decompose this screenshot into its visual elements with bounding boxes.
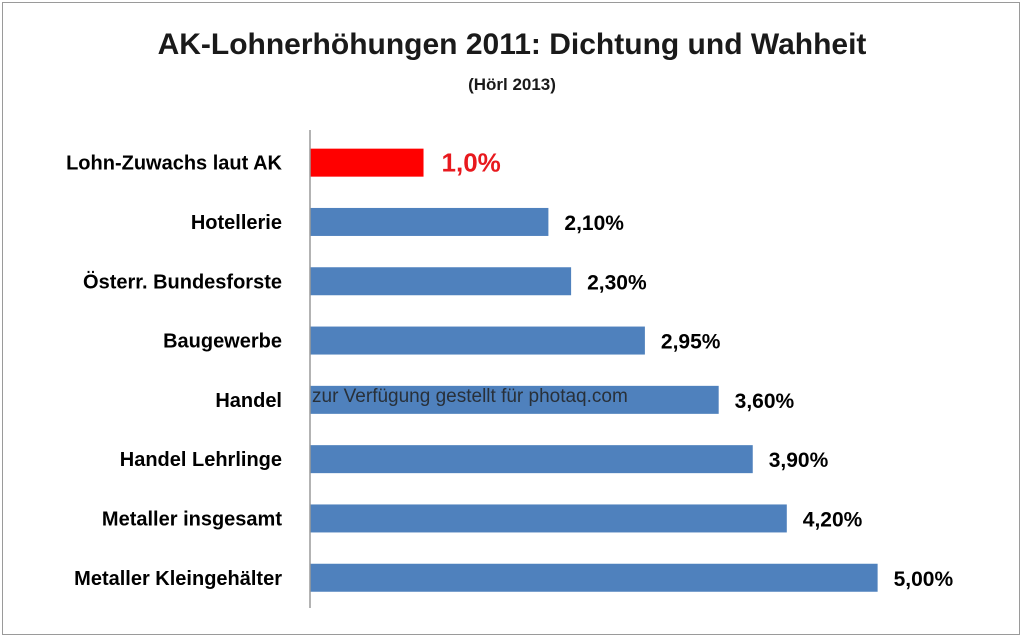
bar-1 — [310, 207, 549, 236]
value-label-7: 5,00% — [894, 568, 954, 591]
bar-0 — [310, 148, 424, 177]
category-label-0: Lohn-Zuwachs laut AK — [66, 153, 282, 175]
category-label-7: Metaller Kleingehälter — [74, 568, 282, 590]
chart-subtitle: (Hörl 2013) — [468, 75, 556, 94]
category-label-6: Metaller insgesamt — [102, 508, 282, 530]
bar-3 — [310, 326, 645, 355]
bar-5 — [310, 445, 753, 474]
category-label-1: Hotellerie — [191, 212, 282, 234]
category-label-3: Baugewerbe — [163, 331, 282, 353]
chart-title: AK-Lohnerhöhungen 2011: Dichtung und Wah… — [157, 28, 867, 61]
bar-4 — [310, 385, 719, 414]
bar-7 — [310, 563, 878, 592]
bar-6 — [310, 504, 787, 533]
value-label-6: 4,20% — [803, 508, 863, 531]
category-label-5: Handel Lehrlinge — [120, 449, 282, 471]
value-label-4: 3,60% — [735, 390, 795, 413]
value-label-1: 2,10% — [564, 212, 624, 235]
watermark-text: zur Verfügung gestellt für photaq.com — [312, 386, 628, 407]
value-label-3: 2,95% — [661, 331, 721, 354]
value-label-5: 3,90% — [769, 449, 829, 472]
category-label-4: Handel — [215, 390, 282, 412]
value-label-2: 2,30% — [587, 271, 647, 294]
bar-2 — [310, 267, 572, 296]
value-label-0: 1,0% — [442, 148, 501, 178]
category-label-2: Österr. Bundesforste — [83, 270, 282, 293]
